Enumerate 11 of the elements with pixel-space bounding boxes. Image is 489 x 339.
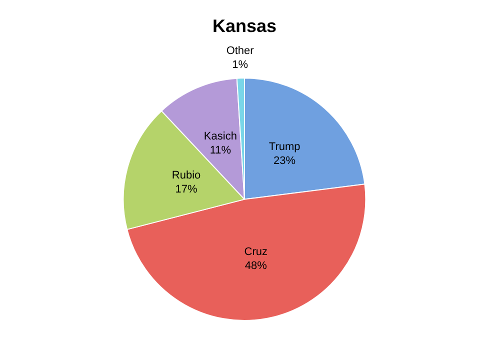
chart-title: Kansas bbox=[212, 16, 277, 36]
slice-label: Rubio bbox=[172, 169, 201, 182]
data-label: 11% bbox=[210, 144, 232, 157]
slice-label: Kasich bbox=[204, 130, 237, 143]
data-label: 1% bbox=[232, 59, 248, 72]
data-label: 17% bbox=[175, 183, 198, 196]
data-label: 48% bbox=[244, 260, 268, 272]
data-label: 23% bbox=[274, 154, 296, 167]
slice-label: Cruz bbox=[244, 246, 268, 258]
slice-label: Trump bbox=[268, 140, 300, 153]
slice-label: Other bbox=[226, 45, 254, 58]
